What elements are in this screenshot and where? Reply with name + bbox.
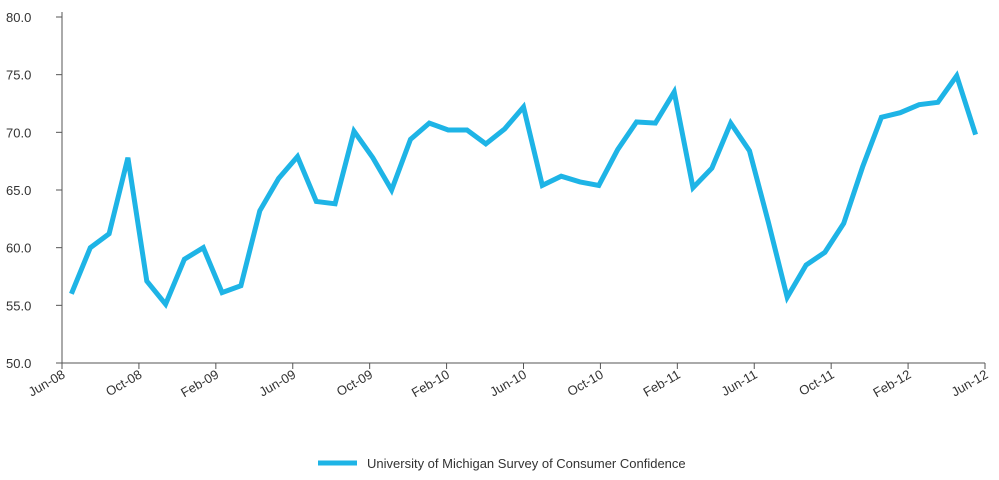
x-tick-label: Jun-11: [719, 367, 760, 399]
x-tick-label: Oct-11: [796, 367, 836, 399]
x-tick-label: Oct-10: [565, 367, 606, 399]
x-tick-label: Jun-09: [256, 367, 298, 400]
y-tick-label: 80.0: [6, 10, 31, 25]
y-tick-label: 60.0: [6, 241, 31, 256]
series-line: [69, 70, 978, 310]
x-tick-label: Feb-12: [870, 367, 913, 401]
y-tick-label: 70.0: [6, 125, 31, 140]
x-tick-label: Jun-12: [949, 367, 991, 400]
x-tick-label: Oct-08: [103, 367, 144, 399]
x-tick-label: Oct-09: [334, 367, 375, 399]
legend-label: University of Michigan Survey of Consume…: [367, 456, 686, 471]
x-tick-label: Jun-10: [487, 367, 529, 400]
x-tick-label: Feb-09: [178, 367, 221, 401]
x-tick-label: Feb-11: [640, 367, 682, 400]
y-tick-label: 75.0: [6, 68, 31, 83]
y-tick-label: 65.0: [6, 183, 31, 198]
x-tick-label: Jun-08: [26, 367, 68, 400]
y-tick-label: 55.0: [6, 298, 31, 313]
y-tick-label: 50.0: [6, 356, 31, 371]
x-tick-label: Feb-10: [409, 367, 452, 401]
